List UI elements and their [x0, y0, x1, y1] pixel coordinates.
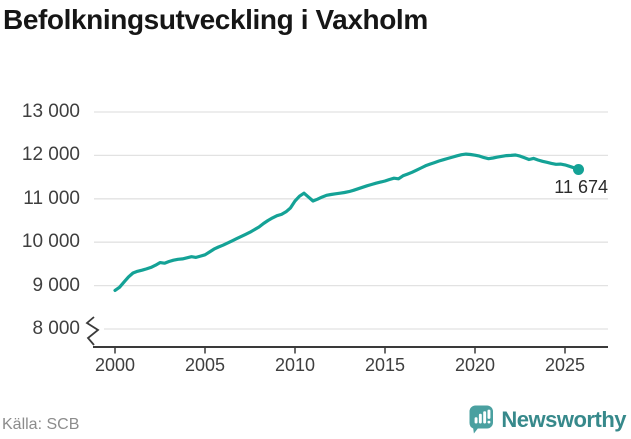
y-tick-label: 9 000 — [32, 274, 80, 296]
y-tick-label: 11 000 — [23, 187, 80, 209]
x-tick-label: 2000 — [94, 355, 136, 375]
y-tick-label: 10 000 — [21, 231, 80, 253]
x-tick-label: 2025 — [544, 355, 586, 375]
newsworthy-bubble-chart-icon — [469, 405, 494, 433]
source-note: Källa: SCB — [2, 416, 80, 433]
chart-title: Befolkningsutveckling i Vaxholm — [3, 4, 428, 35]
x-tick-label: 2020 — [454, 355, 496, 375]
population-line — [113, 152, 581, 292]
y-tick-label: 13 000 — [21, 101, 80, 122]
y-tick-label: 8 000 — [32, 318, 80, 339]
gridlines — [94, 111, 608, 330]
brand-logo: Newsworthy — [469, 404, 626, 435]
end-value-label: 11 674 — [554, 177, 608, 197]
end-point-dot — [573, 164, 584, 176]
brand-name: Newsworthy — [501, 406, 626, 432]
x-tick-label: 2010 — [274, 355, 316, 375]
x-axis — [93, 346, 608, 354]
x-tick-label: 2005 — [184, 355, 226, 375]
y-tick-label: 12 000 — [21, 144, 80, 166]
axis-break-zigzag — [85, 316, 100, 346]
x-tick-label: 2015 — [364, 355, 406, 375]
